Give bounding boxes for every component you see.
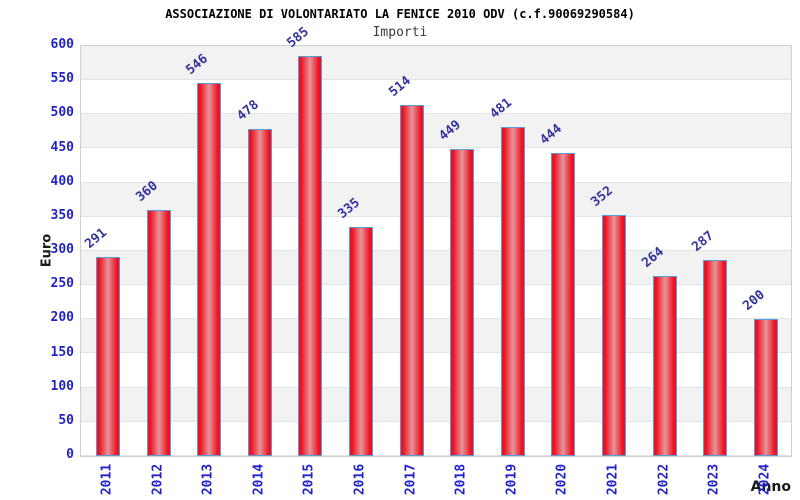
y-tick-label: 200 [50, 310, 74, 326]
x-tick-label: 2011 [99, 463, 115, 496]
plot-band [81, 353, 791, 388]
y-tick-label: 450 [50, 139, 74, 155]
chart-title: ASSOCIAZIONE DI VOLONTARIATO LA FENICE 2… [165, 7, 635, 21]
x-tick-label: 2012 [150, 463, 166, 496]
x-axis-title: Anno [750, 479, 791, 495]
bar-2021 [602, 215, 626, 456]
x-tick-label: 2014 [251, 463, 267, 496]
bar-2023 [703, 259, 728, 456]
x-tick-label: 2018 [453, 463, 469, 496]
x-tick-label: 2023 [706, 463, 722, 496]
bar-2013 [197, 82, 222, 456]
plot-band [81, 319, 791, 354]
x-tick-label: 2022 [656, 463, 672, 496]
y-tick-label: 0 [66, 447, 74, 462]
x-tick-label: 2017 [403, 463, 419, 496]
bar-2015 [298, 56, 323, 456]
plot-band [81, 387, 791, 422]
plot-band [81, 80, 791, 115]
y-tick-label: 150 [50, 344, 74, 360]
plot-area [80, 45, 792, 457]
bar-2018 [450, 149, 475, 456]
y-tick-label: 300 [50, 242, 74, 257]
y-tick-label: 500 [50, 105, 74, 121]
y-tick-label: 100 [50, 378, 74, 394]
bar-2019 [500, 127, 525, 456]
bar-2014 [247, 129, 272, 456]
plot-band [81, 251, 791, 286]
plot-band [81, 182, 791, 217]
x-tick-label: 2021 [605, 463, 621, 496]
plot-band [81, 421, 791, 456]
x-tick-label: 2020 [554, 463, 570, 496]
x-tick-label: 2019 [504, 463, 520, 496]
bar-2016 [349, 227, 373, 456]
plot-band [81, 148, 791, 183]
bar-2024 [753, 319, 778, 456]
y-tick-label: 50 [58, 412, 74, 428]
x-tick-label: 2016 [352, 463, 368, 496]
plot-band [81, 46, 791, 81]
y-tick-label: 350 [50, 207, 74, 223]
y-tick-label: 550 [50, 71, 74, 87]
y-tick-label: 600 [50, 37, 74, 52]
plot-band [81, 216, 791, 251]
plot-band [81, 285, 791, 320]
bar-2022 [652, 275, 677, 456]
x-tick-label: 2024 [757, 463, 773, 496]
bar-2012 [146, 210, 171, 456]
bar-2020 [551, 152, 576, 456]
chart-subtitle: Importi [372, 25, 428, 40]
bar-2011 [96, 257, 120, 456]
y-tick-label: 250 [50, 276, 74, 292]
x-tick-label: 2013 [200, 463, 216, 496]
bar-2017 [399, 104, 424, 456]
y-tick-label: 400 [50, 173, 74, 189]
x-tick-label: 2015 [301, 463, 317, 496]
